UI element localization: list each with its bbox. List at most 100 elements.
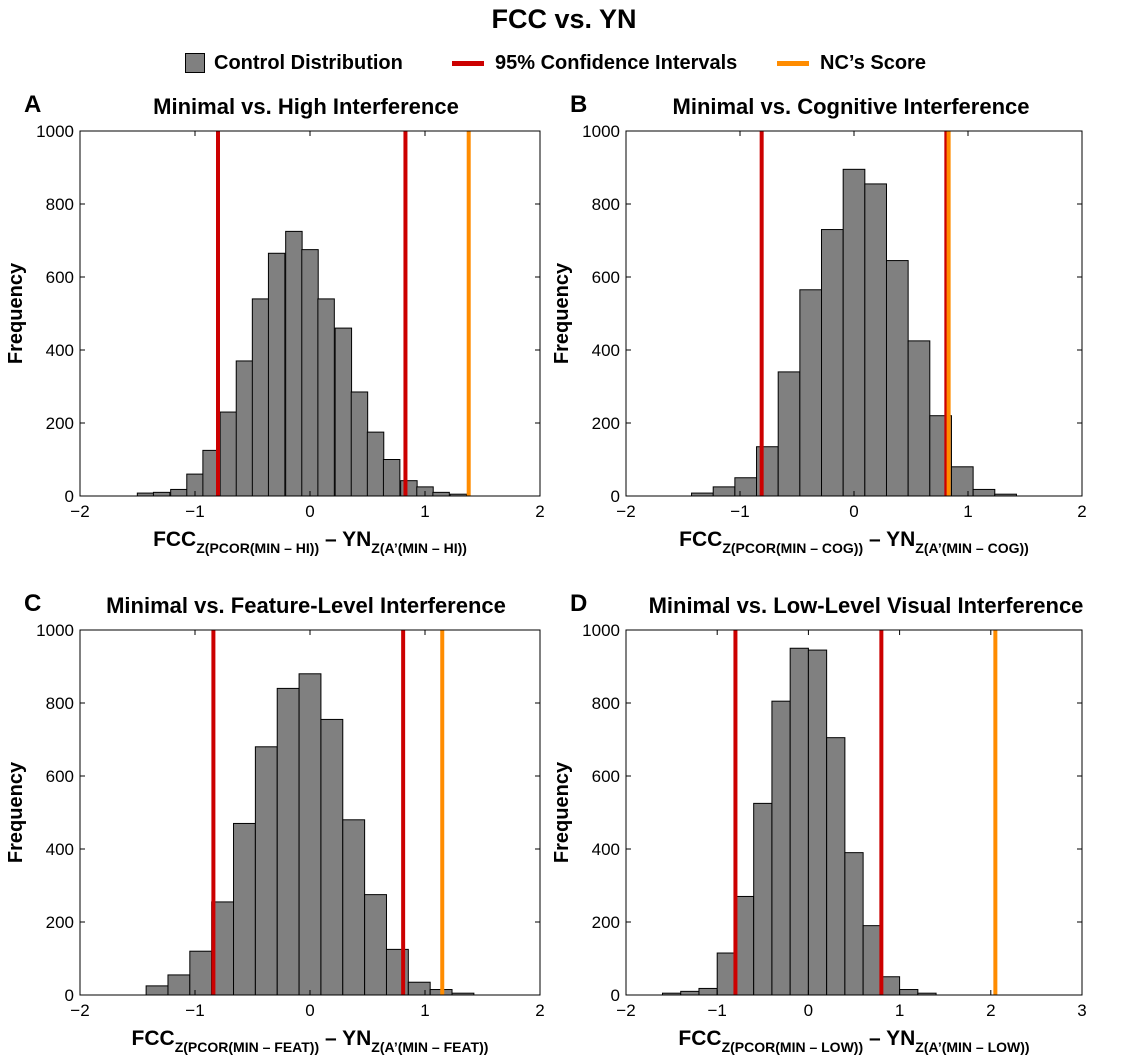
- panel-d: D Minimal vs. Low-Level Visual Interferen…: [551, 590, 1087, 1055]
- y-tick-label: 400: [592, 840, 620, 859]
- x-tick-label: 0: [849, 502, 858, 521]
- histogram-bar: [320, 718, 344, 996]
- x-tick-label: 2: [535, 502, 544, 521]
- histogram-bar: [400, 480, 418, 497]
- y-axis-label: Frequency: [5, 761, 27, 863]
- y-tick-label: 0: [65, 487, 74, 506]
- y-tick-label: 600: [592, 268, 620, 287]
- panel-letter: B: [570, 91, 587, 118]
- x-tick-label: −1: [708, 1001, 727, 1020]
- histogram-bar: [972, 488, 996, 497]
- histogram-bar: [777, 371, 801, 497]
- panel-title: Minimal vs. Feature-Level Interference: [106, 593, 506, 618]
- y-axis-label: Frequency: [551, 761, 573, 863]
- y-tick-label: 800: [592, 694, 620, 713]
- histogram-bar: [862, 925, 882, 996]
- histogram-bar: [285, 230, 303, 497]
- x-axis-label: FCCZ(PCOR(MIN – HI)) – YNZ(A’(MIN – HI)): [153, 528, 467, 556]
- histogram-bar: [366, 431, 385, 497]
- histogram-bar: [364, 894, 387, 996]
- x-tick-label: 1: [963, 502, 972, 521]
- y-axis-label: Frequency: [551, 262, 573, 364]
- histogram-bar: [807, 649, 828, 996]
- histogram-bar: [734, 895, 755, 996]
- histogram-bar: [251, 298, 270, 497]
- y-tick-label: 400: [46, 840, 74, 859]
- histogram-bar: [407, 981, 431, 996]
- histogram-bar: [799, 289, 823, 497]
- y-tick-label: 1000: [36, 621, 74, 640]
- histogram-bar: [189, 950, 213, 996]
- histogram-bar: [267, 252, 286, 497]
- histogram-bar: [844, 852, 864, 996]
- x-tick-label: −1: [185, 502, 204, 521]
- y-tick-label: 800: [46, 195, 74, 214]
- x-tick-label: 2: [1077, 502, 1086, 521]
- legend-swatch-ci: [452, 60, 484, 66]
- histogram-bar: [712, 486, 736, 497]
- panel-title: Minimal vs. Low-Level Visual Interferenc…: [649, 593, 1084, 618]
- x-tick-label: 0: [305, 502, 314, 521]
- y-tick-label: 1000: [36, 122, 74, 141]
- histogram-bar: [350, 391, 369, 497]
- y-axis-label: Frequency: [5, 262, 27, 364]
- panel-letter: A: [24, 91, 41, 118]
- histogram-bar: [885, 260, 909, 497]
- histogram-bar: [680, 990, 700, 996]
- histogram-bar: [298, 673, 322, 996]
- y-tick-label: 0: [611, 986, 620, 1005]
- histogram-bar: [342, 819, 366, 996]
- histogram-bar: [233, 822, 256, 996]
- x-tick-label: −2: [616, 502, 635, 521]
- x-tick-label: −2: [616, 1001, 635, 1020]
- legend-label-nc: NC’s Score: [820, 51, 926, 74]
- histogram-bar: [317, 298, 335, 497]
- panel-b: B Minimal vs. Cognitive Interference −2 −1 0…: [551, 91, 1087, 556]
- y-tick-label: 600: [592, 767, 620, 786]
- x-tick-label: −1: [730, 502, 749, 521]
- panel-title: Minimal vs. High Interference: [153, 94, 459, 119]
- y-tick-label: 0: [611, 487, 620, 506]
- y-tick-label: 800: [592, 195, 620, 214]
- y-tick-label: 1000: [582, 621, 620, 640]
- y-tick-label: 0: [65, 986, 74, 1005]
- x-tick-label: 0: [305, 1001, 314, 1020]
- histogram-bar: [152, 491, 171, 497]
- x-axis-label: FCCZ(PCOR(MIN – FEAT)) – YNZ(A’(MIN – FE…: [132, 1027, 489, 1055]
- legend-item-ci: 95% Confidence Intervals: [452, 48, 737, 78]
- x-tick-label: 1: [420, 1001, 429, 1020]
- histogram-bar: [167, 974, 191, 996]
- legend-label-ci: 95% Confidence Intervals: [495, 51, 738, 74]
- x-tick-label: 2: [535, 1001, 544, 1020]
- histogram-bar: [789, 647, 809, 996]
- histogram-bar: [864, 183, 887, 497]
- histogram-bar: [950, 466, 974, 497]
- histogram-bar: [753, 802, 773, 996]
- histogram-bar: [145, 985, 169, 996]
- histogram-bar: [432, 491, 450, 497]
- legend-swatch-control: [185, 53, 205, 73]
- legend-item-nc: NC’s Score: [777, 48, 926, 78]
- y-tick-label: 600: [46, 767, 74, 786]
- x-tick-label: −2: [70, 502, 89, 521]
- legend-label-control: Control Distribution: [214, 51, 403, 74]
- histogram-bar: [276, 687, 300, 996]
- histogram-bar: [826, 737, 846, 996]
- histogram-bar: [907, 340, 931, 497]
- histogram-bar: [716, 952, 736, 996]
- histogram-bar: [734, 477, 758, 497]
- x-axis-label: FCCZ(PCOR(MIN – LOW)) – YNZ(A’(MIN – LOW…: [678, 1027, 1029, 1055]
- histogram-bar: [698, 987, 718, 996]
- panel-letter: C: [24, 590, 41, 617]
- histogram-bar: [771, 700, 791, 996]
- histogram-bar: [334, 327, 353, 497]
- figure-title: FCC vs. YN: [491, 4, 637, 34]
- y-tick-label: 1000: [582, 122, 620, 141]
- axes-frame: [625, 629, 1083, 996]
- y-tick-label: 200: [46, 913, 74, 932]
- panel-c: C Minimal vs. Feature-Level Interference −…: [5, 590, 545, 1055]
- histogram-bar: [170, 488, 188, 497]
- x-axis-label: FCCZ(PCOR(MIN – COG)) – YNZ(A’(MIN – COG…: [679, 528, 1029, 556]
- y-tick-label: 200: [592, 414, 620, 433]
- x-tick-label: 1: [895, 1001, 904, 1020]
